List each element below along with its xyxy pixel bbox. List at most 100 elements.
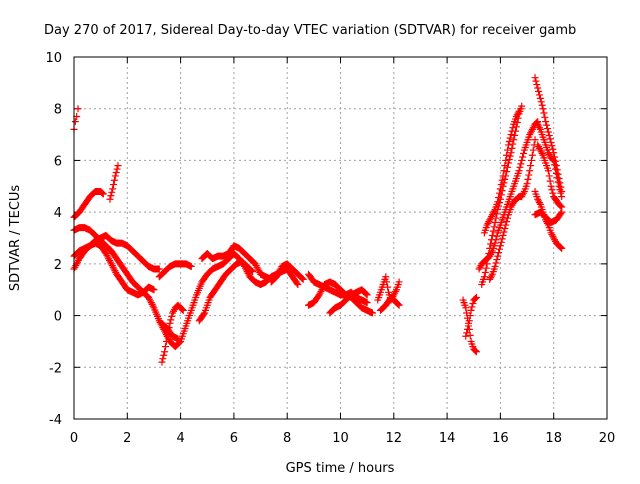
data-point [542, 118, 550, 126]
chart-title: Day 270 of 2017, Sidereal Day-to-day VTE… [44, 23, 576, 38]
data-point [299, 275, 307, 283]
data-point [500, 167, 508, 175]
data-point [495, 249, 503, 257]
data-point [557, 202, 565, 210]
data-point [392, 287, 400, 295]
x-tick-label: 0 [70, 431, 78, 446]
data-point [493, 256, 501, 264]
data-point [462, 304, 470, 312]
data-point [394, 300, 402, 308]
data-point [395, 278, 403, 286]
x-tick-label: 6 [230, 431, 238, 446]
data-point [492, 236, 500, 244]
data-point [549, 145, 557, 153]
data-point [553, 174, 561, 182]
data-point [541, 113, 549, 121]
data-point [511, 131, 519, 139]
data-point [519, 150, 527, 158]
data-point [555, 182, 563, 190]
data-point [531, 74, 539, 82]
data-point [383, 278, 391, 286]
data-point [112, 168, 120, 176]
data-point [529, 146, 537, 154]
data-point [548, 142, 556, 150]
data-point [515, 107, 523, 115]
data-point [532, 77, 540, 85]
data-point [362, 290, 370, 298]
data-point [505, 137, 513, 145]
data-point [463, 309, 471, 317]
data-point [464, 325, 472, 333]
data-point [106, 195, 114, 203]
data-point [179, 306, 187, 314]
data-point [502, 221, 510, 229]
data-point [481, 268, 489, 276]
data-point [200, 310, 208, 318]
data-point [110, 176, 118, 184]
x-tick-label: 8 [283, 431, 291, 446]
y-tick-label: 10 [45, 51, 62, 66]
x-tick-label: 20 [599, 431, 616, 446]
data-point [548, 186, 556, 194]
data-point [491, 262, 499, 270]
data-point [492, 259, 500, 267]
data-point [488, 249, 496, 257]
data-point [109, 185, 117, 193]
data-point [113, 165, 121, 173]
data-point [489, 227, 497, 235]
data-point [533, 81, 541, 89]
data-point [551, 165, 559, 173]
data-point [384, 283, 392, 291]
data-point [487, 274, 495, 282]
data-point [467, 306, 475, 314]
data-point [525, 171, 533, 179]
data-point [468, 303, 476, 311]
data-point [535, 199, 543, 207]
x-axis-label: GPS time / hours [286, 461, 395, 476]
data-point [537, 98, 545, 106]
data-point [99, 190, 107, 198]
data-point [556, 186, 564, 194]
x-tick-label: 4 [176, 431, 184, 446]
data-point [496, 242, 504, 250]
data-point [499, 231, 507, 239]
data-point [490, 207, 498, 215]
data-point [557, 243, 565, 251]
data-point [363, 291, 371, 299]
data-point [509, 140, 517, 148]
y-tick-label: 0 [54, 310, 62, 325]
data-point [487, 240, 495, 248]
data-point [491, 239, 499, 247]
data-point [538, 150, 546, 158]
data-point [501, 225, 509, 233]
data-point [517, 160, 525, 168]
x-tick-label: 12 [386, 431, 403, 446]
data-point [534, 84, 542, 92]
data-point [167, 316, 175, 324]
data-point [472, 347, 480, 355]
data-point [495, 193, 503, 201]
data-point [490, 223, 498, 231]
data-point [558, 208, 566, 216]
data-point [465, 317, 473, 325]
data-point [498, 235, 506, 243]
data-point [543, 121, 551, 129]
data-point [496, 245, 504, 253]
data-point [466, 312, 474, 320]
data-point [535, 87, 543, 95]
data-point [462, 332, 470, 340]
data-point [497, 238, 505, 246]
data-point [298, 275, 306, 283]
data-point [110, 181, 118, 189]
data-point [382, 273, 390, 281]
data-point [469, 300, 477, 308]
data-point [161, 348, 169, 356]
data-point [114, 162, 122, 170]
x-tick-label: 16 [492, 431, 509, 446]
data-point [363, 299, 371, 307]
data-point [538, 101, 546, 109]
data-point [528, 151, 536, 159]
data-point [488, 272, 496, 280]
data-point [158, 358, 166, 366]
